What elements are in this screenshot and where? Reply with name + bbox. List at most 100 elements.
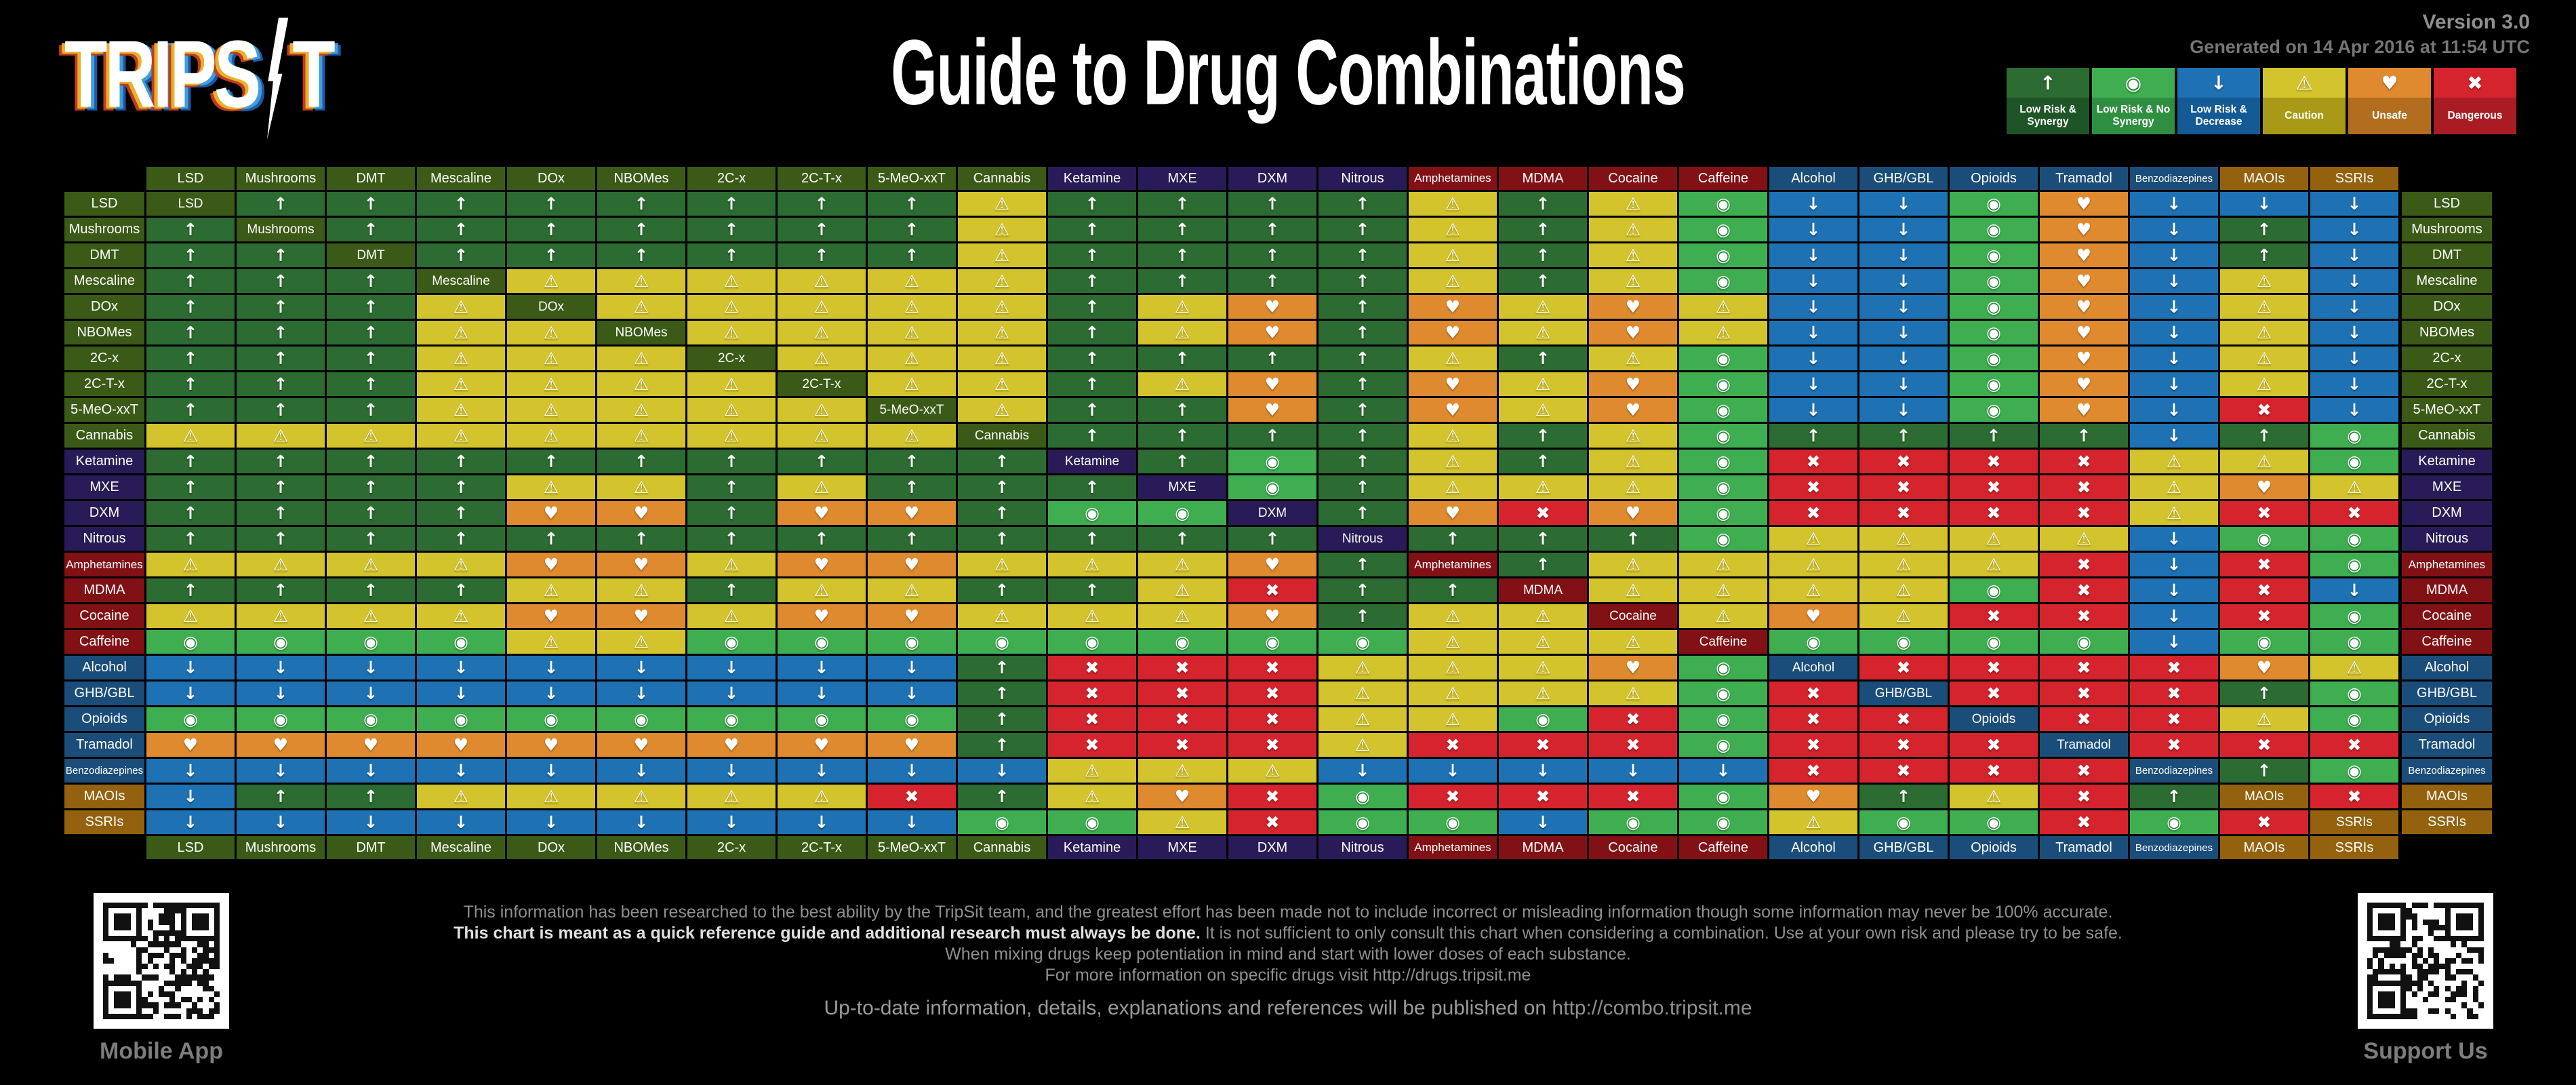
column-header-nbomes: NBOMes (597, 167, 685, 190)
row-label-right: Ketamine (2402, 450, 2492, 473)
column-header-nitrous: Nitrous (1319, 836, 1407, 859)
combo-cell: ↑ (2220, 682, 2308, 705)
combo-cell: ⚠ (1409, 604, 1497, 628)
combo-cell: ✖ (1228, 733, 1316, 757)
combo-cell: ⚠ (2310, 656, 2398, 679)
combo-cell: ↓ (2130, 347, 2218, 370)
combo-cell: ↓ (597, 682, 685, 705)
legend-item-low-risk-synergy: ↑ Low Risk & Synergy (2007, 68, 2089, 134)
combo-cell: ⚠ (507, 372, 595, 396)
combo-cell: ⚠ (327, 424, 415, 448)
row-label-left: Cannabis (64, 424, 144, 448)
row-label-right: 2C-T-x (2402, 372, 2492, 396)
combo-cell: ✖ (1228, 810, 1316, 834)
combo-cell: ↑ (1319, 475, 1407, 499)
combo-cell: ◉ (1859, 630, 1948, 654)
combo-cell: ↓ (2130, 553, 2218, 576)
combo-cell: ◉ (1138, 630, 1226, 654)
combo-cell: ↑ (2220, 218, 2308, 241)
combo-cell: ↑ (958, 450, 1046, 473)
column-header-2c-x: 2C-x (687, 836, 776, 859)
combo-cell: ♥ (1228, 372, 1316, 396)
combo-cell: ↑ (1499, 218, 1587, 241)
combo-cell: ↑ (958, 578, 1046, 602)
arrow-up-icon: ↑ (2007, 68, 2089, 98)
combo-cell: ◉ (1679, 269, 1767, 293)
combo-cell: ↓ (237, 682, 325, 705)
combo-cell: ↑ (1859, 785, 1948, 808)
combo-cell: ✖ (1859, 759, 1948, 783)
combo-cell: ↑ (146, 450, 235, 473)
combo-cell: ✖ (2040, 785, 2128, 808)
combo-cell: ↑ (327, 398, 415, 422)
combo-cell: ✖ (1409, 733, 1497, 757)
combo-cell: ↑ (1499, 527, 1587, 551)
combo-cell: ✖ (1950, 759, 2038, 783)
combo-cell: ♥ (2040, 243, 2128, 267)
column-header-alcohol: Alcohol (1769, 836, 1857, 859)
row-label-left: DXM (64, 501, 144, 525)
combo-tripsit-link[interactable]: http://combo.tripsit.me (1552, 997, 1752, 1019)
combo-cell: ↑ (597, 243, 685, 267)
combo-cell: ↑ (327, 269, 415, 293)
combo-cell: ↑ (327, 475, 415, 499)
drugs-tripsit-link[interactable]: http://drugs.tripsit.me (1373, 966, 1531, 985)
diagonal-cell: Mescaline (417, 269, 505, 293)
combo-cell: ✖ (2040, 604, 2128, 628)
qr-code-mobile-app (94, 893, 229, 1029)
combo-cell: ⚠ (958, 398, 1046, 422)
combo-cell: ↑ (778, 218, 866, 241)
matrix-row-lsd: LSD LSD ↑ ↑ ↑ ↑ ↑ ↑ ↑ ↑ ⚠ ↑ ↑ ↑ ↑ ⚠ ↑ ⚠ ◉ ↓ ↓ ◉ ♥ ↓ ↓ ↓ LSD (64, 192, 2492, 216)
combo-cell: ⚠ (1769, 578, 1857, 602)
row-label-right: MXE (2402, 475, 2492, 499)
combo-cell: ⚠ (417, 785, 505, 808)
matrix-row-alcohol: Alcohol ↓ ↓ ↓ ↓ ↓ ↓ ↓ ↓ ↓ ↑ ✖ ✖ ✖ ⚠ ⚠ ⚠ ♥ ◉ Alcohol ✖ ✖ ✖ ✖ ♥ ⚠ Al… (64, 656, 2492, 679)
heartbeat-icon: ♥ (2348, 68, 2431, 98)
combo-cell: ✖ (1950, 501, 2038, 525)
row-label-left: MXE (64, 475, 144, 499)
combo-cell: ◉ (2220, 630, 2308, 654)
combo-cell: ⚠ (868, 372, 956, 396)
combo-cell: ⚠ (597, 295, 685, 319)
combo-cell: ⚠ (778, 398, 866, 422)
combo-cell: ◉ (1048, 501, 1136, 525)
combo-cell: ↑ (237, 321, 325, 344)
row-label-right: MAOIs (2402, 785, 2492, 808)
combo-cell: ↓ (1589, 759, 1677, 783)
combo-cell: ↓ (327, 810, 415, 834)
combo-cell: ↑ (1138, 218, 1226, 241)
column-header-nbomes: NBOMes (597, 836, 685, 859)
combo-cell: ✖ (1859, 656, 1948, 679)
matrix-row-opioids: Opioids ◉ ◉ ◉ ◉ ◉ ◉ ◉ ◉ ◉ ↑ ✖ ✖ ✖ ⚠ ⚠ ◉ ✖ ◉ ✖ ✖ Opioids ✖ ✖ ⚠ ◉ Op… (64, 707, 2492, 731)
combo-cell: ◉ (417, 630, 505, 654)
row-label-left: Alcohol (64, 656, 144, 679)
column-header-ssris: SSRIs (2310, 836, 2398, 859)
combo-cell: ⚠ (778, 475, 866, 499)
combo-cell: ⚠ (417, 347, 505, 370)
combo-cell: ✖ (1950, 733, 2038, 757)
combo-cell: ↓ (146, 759, 235, 783)
combo-cell: ✖ (1769, 682, 1857, 705)
combo-cell: ↑ (1138, 347, 1226, 370)
combo-cell: ↑ (1499, 347, 1587, 370)
combo-cell: ↑ (868, 527, 956, 551)
version-label: Version 3.0 (2422, 11, 2530, 33)
combo-cell: ♥ (868, 553, 956, 576)
tripsit-logo: TRIPS T (64, 18, 336, 140)
combo-cell: ↓ (2130, 372, 2218, 396)
combo-cell: ◉ (1679, 398, 1767, 422)
row-label-right: MDMA (2402, 578, 2492, 602)
combo-cell: ↓ (868, 682, 956, 705)
row-label-right: Tramadol (2402, 733, 2492, 757)
combo-cell: ↑ (327, 372, 415, 396)
combo-cell: ↑ (1319, 424, 1407, 448)
combo-cell: ✖ (1589, 785, 1677, 808)
combo-cell: ⚠ (1138, 759, 1226, 783)
combo-cell: ✖ (1499, 785, 1587, 808)
combo-cell: ⚠ (417, 398, 505, 422)
combo-cell: ↓ (1769, 295, 1857, 319)
combo-cell: ↓ (417, 759, 505, 783)
logo-text-t: T (292, 21, 336, 128)
combo-cell: ↑ (2220, 424, 2308, 448)
combo-cell: ↓ (2310, 578, 2398, 602)
